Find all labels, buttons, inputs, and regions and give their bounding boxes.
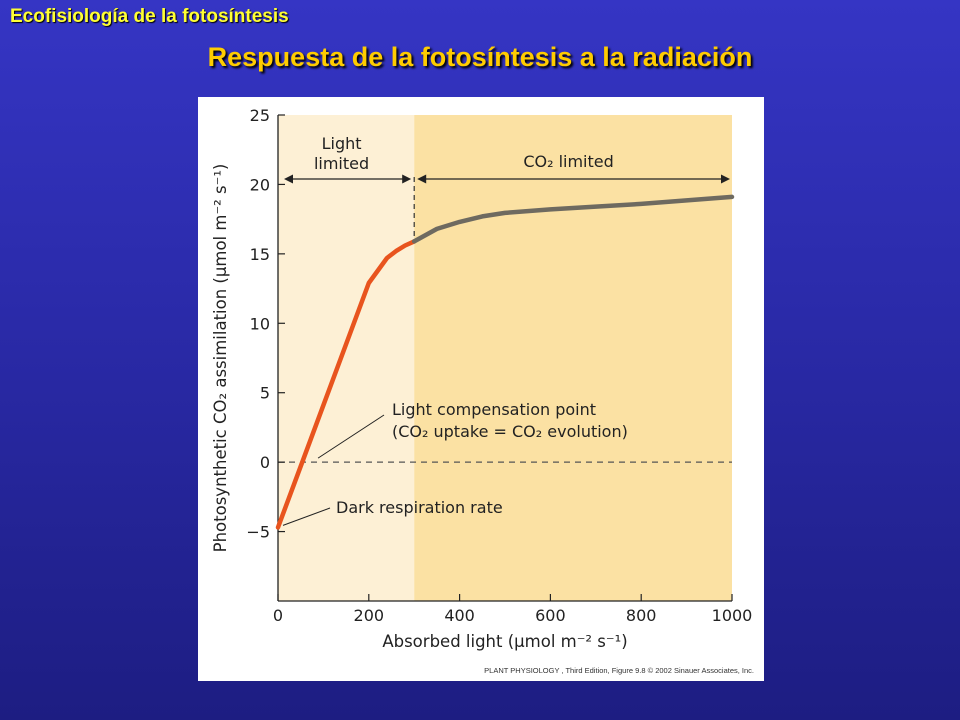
light-limited-region: [278, 115, 415, 601]
figure-credit: PLANT PHYSIOLOGY , Third Edition, Figure…: [484, 666, 754, 675]
figure-panel: −5 0 5 10 15 20 25 0 200 400 600 800 1000 Light lim…: [198, 97, 764, 681]
x-tick-label: 400: [444, 606, 475, 625]
co2-limited-arrow-left-head: [417, 174, 427, 184]
dark-respiration-label: Dark respiration rate: [336, 498, 503, 517]
y-axis-title: Photosynthetic CO₂ assimilation (μmol m⁻…: [211, 164, 230, 553]
light-limited-label-line2: limited: [314, 154, 369, 173]
co2-limited-label: CO₂ limited: [523, 152, 613, 171]
compensation-point-leader: [317, 414, 385, 459]
y-tick-label: 25: [250, 106, 270, 125]
y-tick-label: 15: [250, 245, 270, 264]
co2-limited-curve: [411, 194, 735, 244]
y-tick-label: 0: [260, 453, 270, 472]
y-tick-label: −5: [246, 523, 270, 542]
x-axis-ticks: 0 200 400 600 800 1000: [273, 594, 752, 625]
x-tick-label: 600: [535, 606, 566, 625]
dark-respiration-leader: [282, 507, 331, 526]
light-limited-curve: [275, 239, 417, 530]
slide-header: Ecofisiología de la fotosíntesis: [10, 6, 289, 27]
co2-limited-region: [414, 115, 732, 601]
x-tick-label: 200: [354, 606, 385, 625]
x-tick-label: 0: [273, 606, 283, 625]
compensation-point-label-line2: (CO₂ uptake = CO₂ evolution): [392, 422, 628, 441]
region-arrows: [284, 174, 730, 184]
x-tick-label: 1000: [712, 606, 753, 625]
co2-limited-arrow-right-head: [721, 174, 730, 184]
light-limited-label-line1: Light: [322, 134, 362, 153]
compensation-point-label-line1: Light compensation point: [392, 400, 596, 419]
y-tick-label: 10: [250, 314, 270, 333]
x-tick-label: 800: [626, 606, 657, 625]
light-limited-arrow-left-head: [284, 174, 293, 184]
y-axis-ticks: −5 0 5 10 15 20 25: [246, 106, 285, 542]
y-tick-label: 5: [260, 384, 270, 403]
slide-title: Respuesta de la fotosíntesis a la radiac…: [207, 42, 753, 72]
y-tick-label: 20: [250, 175, 270, 194]
x-axis-title: Absorbed light (μmol m⁻² s⁻¹): [382, 632, 627, 651]
light-limited-arrow-right-head: [402, 174, 412, 184]
light-response-chart: −5 0 5 10 15 20 25 0 200 400 600 800 1000 Light lim…: [211, 106, 752, 651]
